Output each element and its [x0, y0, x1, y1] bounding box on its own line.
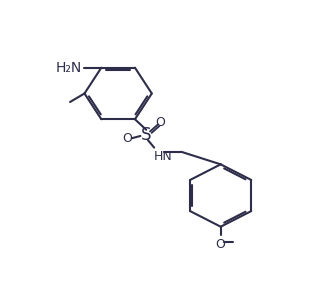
- Text: O: O: [122, 132, 132, 145]
- Text: O: O: [216, 238, 226, 251]
- Text: HN: HN: [154, 151, 173, 164]
- Text: S: S: [141, 126, 151, 144]
- Text: O: O: [156, 116, 166, 129]
- Text: H₂N: H₂N: [56, 61, 82, 75]
